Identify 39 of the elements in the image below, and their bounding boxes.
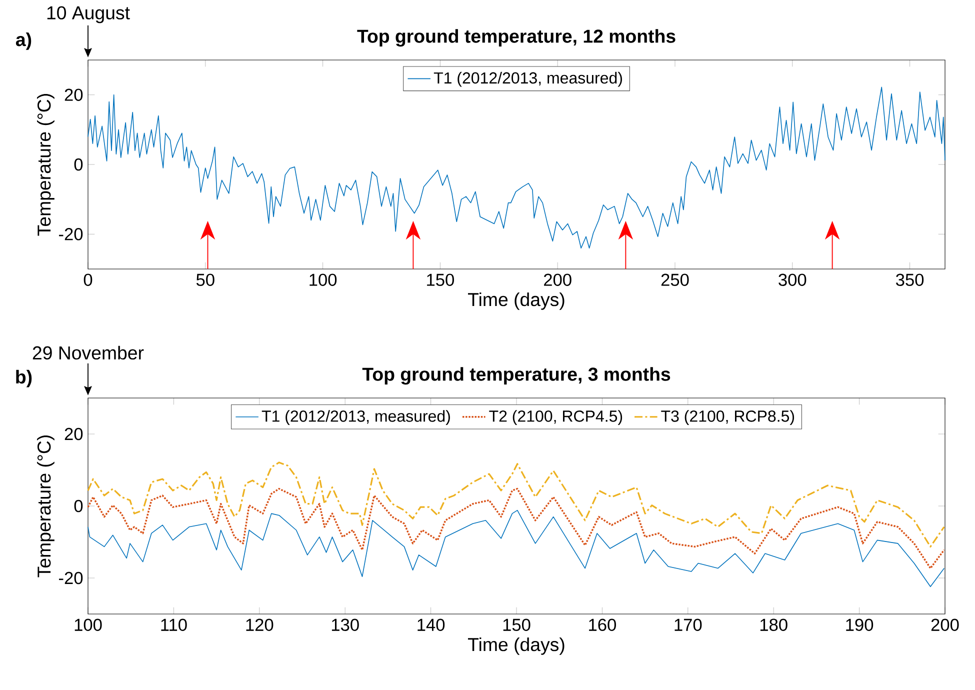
x-tick-label: 190 — [846, 618, 874, 631]
x-tick-label: 200 — [544, 274, 572, 286]
x-tick-label: 300 — [778, 274, 806, 286]
x-tick-label: 50 — [196, 274, 214, 286]
x-tick-label: 180 — [760, 618, 788, 631]
chart-title: Top ground temperature, 3 months — [362, 367, 670, 385]
x-tick-label: 350 — [896, 274, 924, 286]
x-tick-label: 150 — [503, 618, 530, 631]
text: 10 August — [47, 6, 130, 24]
text: 29 November — [32, 346, 144, 360]
text: a) — [16, 32, 32, 50]
legend-label: T1 (2012/2013, measured) — [434, 72, 622, 87]
x-axis-title: Time (days) — [468, 292, 564, 310]
y-tick-label: 20 — [64, 428, 83, 440]
x-tick-label: 170 — [674, 618, 702, 631]
y-tick-label: -20 — [59, 572, 83, 584]
y-tick-label: 0 — [74, 500, 83, 512]
x-axis-title: Time (days) — [468, 637, 564, 655]
text: b) — [16, 370, 32, 388]
x-tick-label: 250 — [661, 274, 689, 286]
x-tick-label: 110 — [161, 618, 187, 631]
x-tick-label: 140 — [418, 618, 445, 631]
x-tick-label: 100 — [310, 274, 337, 286]
y-tick-label: -20 — [59, 228, 83, 240]
x-tick-label: 130 — [332, 618, 359, 631]
legend-label: T1 (2012/2013, measured) — [262, 410, 450, 425]
legend-label: T2 (2100, RCP4.5) — [489, 410, 622, 425]
y-tick-label: 20 — [64, 88, 83, 101]
chart-title: Top ground temperature, 12 months — [357, 29, 676, 47]
x-tick-label: 200 — [931, 618, 959, 631]
x-tick-label: 0 — [84, 274, 92, 286]
y-axis-title: Temperature (°C) — [37, 94, 54, 236]
x-tick-label: 160 — [589, 618, 616, 631]
y-tick-label: 0 — [74, 158, 83, 171]
x-tick-label: 100 — [74, 618, 102, 631]
legend-label: T3 (2100, RCP8.5) — [661, 410, 794, 425]
y-axis-title: Temperature (°C) — [37, 436, 54, 578]
x-tick-label: 150 — [427, 274, 454, 286]
x-tick-label: 120 — [246, 618, 274, 631]
